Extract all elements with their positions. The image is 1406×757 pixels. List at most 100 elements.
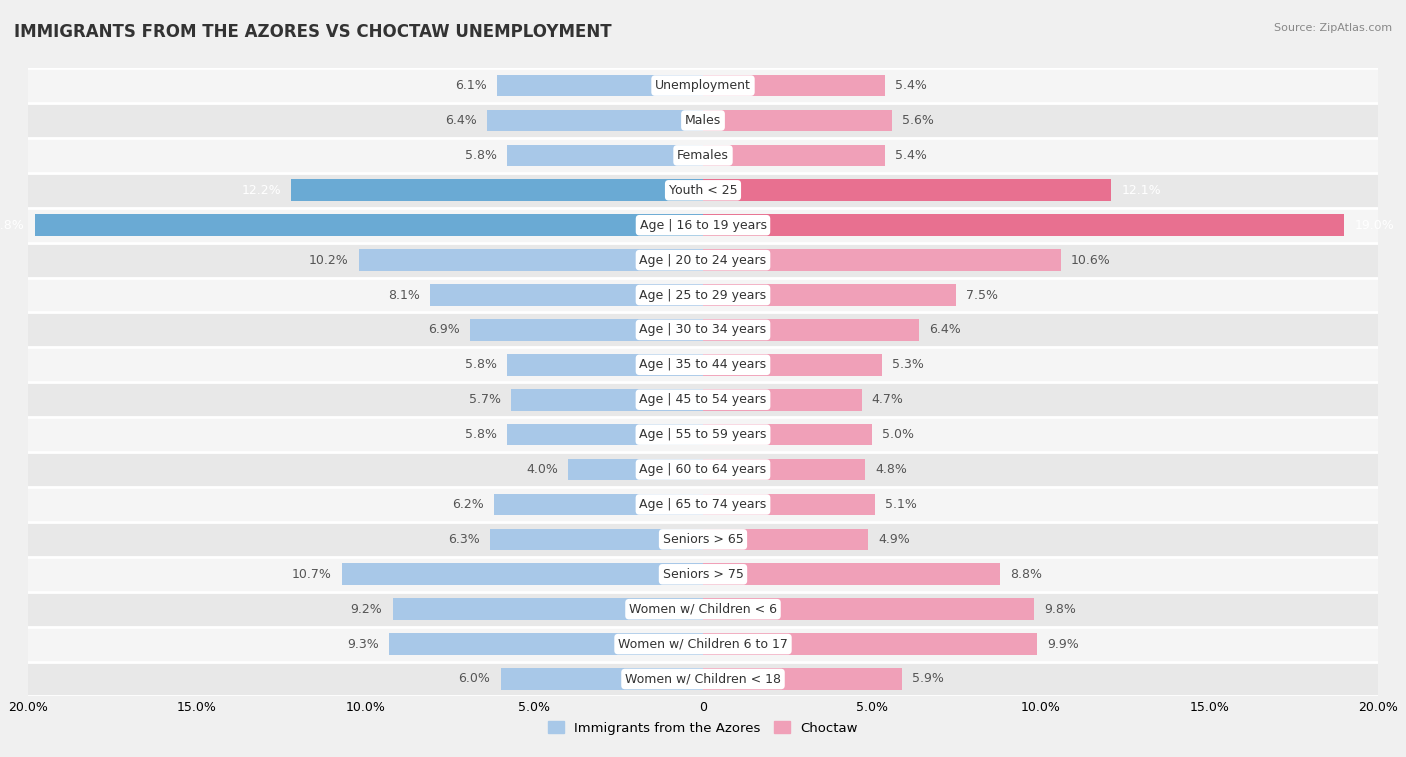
Bar [508,145,703,167]
Bar [703,110,891,131]
Bar [28,313,1378,347]
Text: 6.0%: 6.0% [458,672,491,686]
Bar [342,563,703,585]
Text: Women w/ Children < 18: Women w/ Children < 18 [626,672,780,686]
Bar [703,214,1344,236]
Text: Age | 25 to 29 years: Age | 25 to 29 years [640,288,766,301]
Bar [359,249,703,271]
Text: 5.4%: 5.4% [896,79,927,92]
Bar [28,557,1378,592]
Bar [703,494,875,516]
Bar [430,284,703,306]
Text: Age | 20 to 24 years: Age | 20 to 24 years [640,254,766,266]
Text: Age | 45 to 54 years: Age | 45 to 54 years [640,393,766,407]
Text: 9.2%: 9.2% [350,603,382,615]
Bar [703,459,865,481]
Text: 12.1%: 12.1% [1122,184,1161,197]
Text: 5.7%: 5.7% [468,393,501,407]
Text: 5.3%: 5.3% [891,358,924,372]
Text: Youth < 25: Youth < 25 [669,184,737,197]
Text: Seniors > 75: Seniors > 75 [662,568,744,581]
Bar [28,592,1378,627]
Text: 10.7%: 10.7% [292,568,332,581]
Bar [568,459,703,481]
Text: 5.8%: 5.8% [465,358,498,372]
Bar [508,354,703,375]
Text: 10.2%: 10.2% [309,254,349,266]
Text: 5.0%: 5.0% [882,428,914,441]
Bar [28,522,1378,557]
Bar [703,145,886,167]
Text: 9.3%: 9.3% [347,637,380,650]
Text: 19.8%: 19.8% [0,219,25,232]
Bar [486,110,703,131]
Text: Age | 55 to 59 years: Age | 55 to 59 years [640,428,766,441]
Bar [703,75,886,96]
Bar [703,668,903,690]
Text: 5.4%: 5.4% [896,149,927,162]
Bar [28,627,1378,662]
Text: 12.2%: 12.2% [242,184,281,197]
Bar [703,528,869,550]
Bar [703,634,1038,655]
Text: 8.8%: 8.8% [1010,568,1042,581]
Text: 10.6%: 10.6% [1071,254,1111,266]
Text: Women w/ Children < 6: Women w/ Children < 6 [628,603,778,615]
Bar [392,598,703,620]
Bar [703,319,920,341]
Bar [35,214,703,236]
Bar [703,249,1060,271]
Text: 19.0%: 19.0% [1354,219,1393,232]
Bar [703,598,1033,620]
Text: IMMIGRANTS FROM THE AZORES VS CHOCTAW UNEMPLOYMENT: IMMIGRANTS FROM THE AZORES VS CHOCTAW UN… [14,23,612,41]
Text: Age | 65 to 74 years: Age | 65 to 74 years [640,498,766,511]
Bar [703,563,1000,585]
Text: Women w/ Children 6 to 17: Women w/ Children 6 to 17 [619,637,787,650]
Bar [28,243,1378,278]
Bar [28,278,1378,313]
Bar [498,75,703,96]
Bar [291,179,703,201]
Text: 5.1%: 5.1% [886,498,917,511]
Text: 5.9%: 5.9% [912,672,943,686]
Bar [28,347,1378,382]
Bar [28,207,1378,243]
Text: Age | 16 to 19 years: Age | 16 to 19 years [640,219,766,232]
Bar [28,103,1378,138]
Text: 6.2%: 6.2% [451,498,484,511]
Text: 4.9%: 4.9% [879,533,910,546]
Text: Seniors > 65: Seniors > 65 [662,533,744,546]
Bar [28,138,1378,173]
Text: 7.5%: 7.5% [966,288,998,301]
Text: Age | 30 to 34 years: Age | 30 to 34 years [640,323,766,336]
Bar [703,424,872,445]
Text: 4.8%: 4.8% [875,463,907,476]
Text: Males: Males [685,114,721,127]
Text: 4.7%: 4.7% [872,393,904,407]
Text: Age | 35 to 44 years: Age | 35 to 44 years [640,358,766,372]
Text: Females: Females [678,149,728,162]
Bar [501,668,703,690]
Text: 6.1%: 6.1% [456,79,486,92]
Text: 9.8%: 9.8% [1043,603,1076,615]
Text: Source: ZipAtlas.com: Source: ZipAtlas.com [1274,23,1392,33]
Bar [703,389,862,410]
Text: 6.9%: 6.9% [429,323,460,336]
Text: Unemployment: Unemployment [655,79,751,92]
Bar [389,634,703,655]
Bar [28,382,1378,417]
Bar [470,319,703,341]
Bar [28,173,1378,207]
Text: 6.3%: 6.3% [449,533,481,546]
Text: 4.0%: 4.0% [526,463,558,476]
Bar [494,494,703,516]
Text: 5.8%: 5.8% [465,149,498,162]
Bar [28,417,1378,452]
Text: 9.9%: 9.9% [1047,637,1078,650]
Legend: Immigrants from the Azores, Choctaw: Immigrants from the Azores, Choctaw [543,716,863,740]
Text: 6.4%: 6.4% [929,323,960,336]
Text: 8.1%: 8.1% [388,288,419,301]
Bar [28,487,1378,522]
Bar [28,68,1378,103]
Text: Age | 60 to 64 years: Age | 60 to 64 years [640,463,766,476]
